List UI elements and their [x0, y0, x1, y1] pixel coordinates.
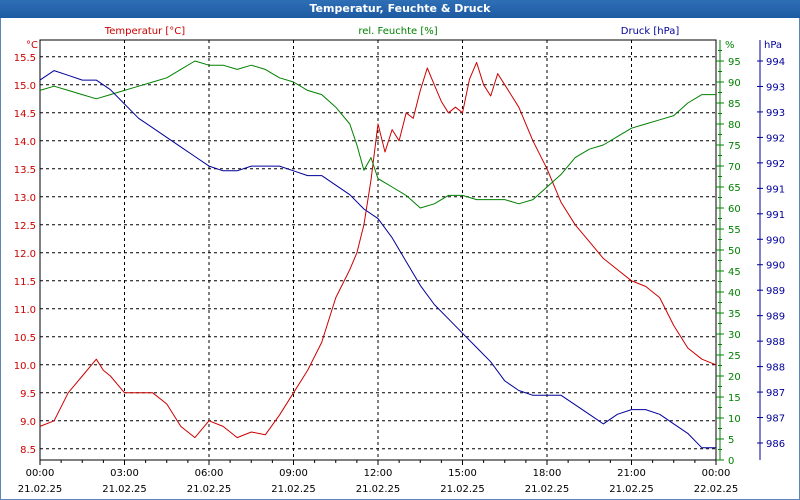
- humidity-tick: 45: [728, 267, 741, 278]
- humidity-tick: 25: [728, 351, 741, 362]
- pressure-tick: 988: [766, 363, 785, 374]
- temperature-tick: 11.0: [14, 305, 36, 316]
- x-tick-date: 21.02.25: [356, 484, 401, 495]
- window-title: Temperatur, Feuchte & Druck: [0, 0, 800, 18]
- pressure-tick: 991: [766, 184, 785, 195]
- x-tick-date: 21.02.25: [187, 484, 232, 495]
- grid: [40, 40, 716, 460]
- temperature-unit: °C: [26, 40, 38, 51]
- pressure-tick: 990: [766, 261, 785, 272]
- axes: 00:00 21.02.25 03:00 21.02.25 06:00 21.02.25 0…: [14, 40, 785, 495]
- x-tick-date: 21.02.25: [18, 484, 63, 495]
- pressure-tick: 988: [766, 337, 785, 348]
- temperature-axis-label: Temperatur [°C]: [104, 26, 185, 37]
- humidity-tick: 70: [728, 162, 741, 173]
- series-line-temperature: [39, 61, 717, 439]
- pressure-unit: hPa: [764, 40, 782, 51]
- humidity-tick: 20: [728, 372, 741, 383]
- humidity-tick: 30: [728, 330, 741, 341]
- humidity-tick: 0: [728, 456, 734, 467]
- x-tick-time: 00:00: [26, 468, 55, 479]
- x-tick-date: 22.02.25: [694, 484, 739, 495]
- humidity-tick: 5: [728, 435, 734, 446]
- humidity-tick: 50: [728, 246, 741, 257]
- temperature-tick: 13.5: [14, 165, 36, 176]
- humidity-tick: 90: [728, 78, 741, 89]
- x-tick-time: 21:00: [617, 468, 646, 479]
- humidity-tick: 60: [728, 204, 741, 215]
- x-tick-date: 21.02.25: [525, 484, 570, 495]
- x-tick-time: 15:00: [448, 468, 477, 479]
- pressure-tick: 987: [766, 414, 785, 425]
- humidity-tick: 95: [728, 57, 741, 68]
- pressure-tick: 989: [766, 286, 785, 297]
- humidity-tick: 15: [728, 393, 741, 404]
- humidity-tick: 85: [728, 99, 741, 110]
- temperature-tick: 8.5: [20, 445, 36, 456]
- series-line-humidity: [39, 60, 716, 209]
- humidity-tick: 10: [728, 414, 741, 425]
- temperature-tick: 15.0: [14, 81, 36, 92]
- pressure-axis-label: Druck [hPa]: [621, 26, 680, 37]
- humidity-tick: 40: [728, 288, 741, 299]
- series-line-pressure: [39, 70, 716, 449]
- pressure-tick: 993: [766, 108, 785, 119]
- temperature-tick: 9.0: [20, 417, 36, 428]
- temperature-tick: 11.5: [14, 277, 36, 288]
- x-tick-date: 21.02.25: [440, 484, 485, 495]
- pressure-tick: 986: [766, 439, 785, 450]
- x-tick-time: 12:00: [364, 468, 393, 479]
- x-tick-time: 06:00: [195, 468, 224, 479]
- temperature-tick: 13.0: [14, 193, 36, 204]
- temperature-tick: 9.5: [20, 389, 36, 400]
- temperature-tick: 14.5: [14, 109, 36, 120]
- pressure-tick: 992: [766, 159, 785, 170]
- temperature-tick: 14.0: [14, 137, 36, 148]
- x-tick-date: 21.02.25: [609, 484, 654, 495]
- pressure-tick: 994: [766, 57, 785, 68]
- pressure-tick: 990: [766, 235, 785, 246]
- pressure-tick: 989: [766, 312, 785, 323]
- temperature-tick: 12.0: [14, 249, 36, 260]
- pressure-tick: 991: [766, 210, 785, 221]
- pressure-tick: 987: [766, 388, 785, 399]
- humidity-tick: 65: [728, 183, 741, 194]
- temperature-tick: 15.5: [14, 53, 36, 64]
- humidity-axis-label: rel. Feuchte [%]: [358, 26, 437, 37]
- temperature-tick: 12.5: [14, 221, 36, 232]
- temperature-tick: 10.5: [14, 333, 36, 344]
- pressure-tick: 993: [766, 82, 785, 93]
- temperature-tick: 10.0: [14, 361, 36, 372]
- humidity-tick: 55: [728, 225, 741, 236]
- x-tick-date: 21.02.25: [271, 484, 316, 495]
- x-tick-date: 21.02.25: [102, 484, 147, 495]
- humidity-unit: %: [725, 40, 735, 51]
- x-tick-time: 09:00: [279, 468, 308, 479]
- humidity-tick: 35: [728, 309, 741, 320]
- pressure-tick: 992: [766, 133, 785, 144]
- humidity-tick: 75: [728, 141, 741, 152]
- x-tick-time: 18:00: [533, 468, 562, 479]
- series-lines: [39, 60, 717, 449]
- x-tick-time: 00:00: [702, 468, 731, 479]
- humidity-tick: 80: [728, 120, 741, 131]
- x-tick-time: 03:00: [110, 468, 139, 479]
